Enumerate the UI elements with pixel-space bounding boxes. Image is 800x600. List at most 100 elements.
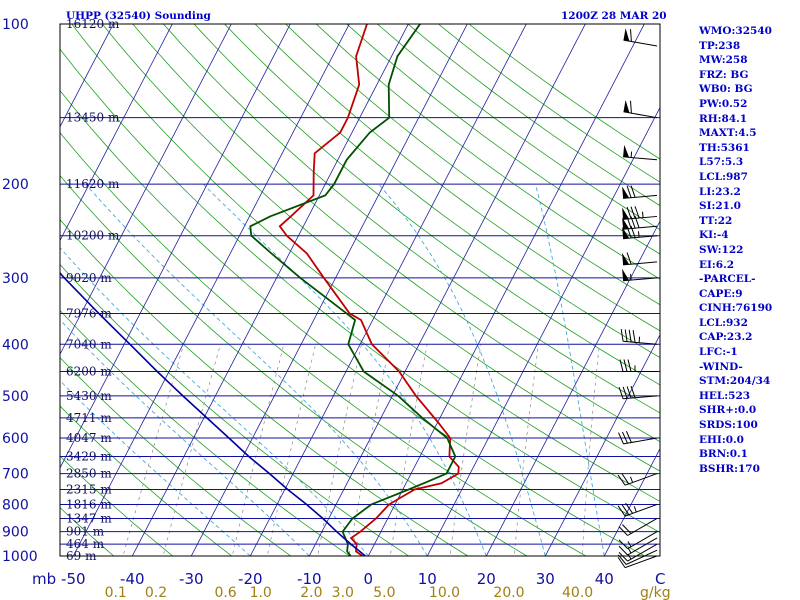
wind-barb — [622, 268, 658, 282]
dry-adiabat — [468, 24, 660, 160]
isotherm — [60, 24, 173, 242]
dry-adiabat — [60, 219, 469, 556]
isotherm — [485, 220, 660, 556]
mixing-ratio-label: 5.0 — [373, 585, 395, 600]
height-label: 3429 m — [66, 450, 112, 464]
dry-adiabat — [60, 455, 174, 556]
dry-adiabat — [437, 24, 660, 183]
x-tick-label: -20 — [238, 570, 263, 588]
isotherm — [60, 24, 291, 469]
y-tick-label: 1000 — [2, 549, 38, 565]
dry-adiabat — [60, 175, 528, 556]
height-label: 16120 m — [66, 17, 120, 31]
sounding-time: 1200Z 28 MAR 20 — [561, 10, 667, 22]
plot-area — [60, 24, 660, 556]
dry-adiabat — [60, 309, 351, 556]
wind-barb — [623, 28, 658, 47]
index-row: KI:-4 — [699, 229, 729, 242]
height-label: 7976 m — [66, 306, 112, 320]
dry-adiabat — [407, 24, 660, 207]
mixing-ratio-label: 2.0 — [300, 585, 322, 600]
mixing-ratio-label: 20.0 — [493, 585, 524, 600]
series-temperature-line — [278, 24, 460, 556]
index-row: LCL:932 — [699, 316, 748, 329]
y-tick-label: 800 — [2, 497, 29, 513]
moist-adiabat — [535, 183, 605, 556]
mixing-ratio-label: 0.6 — [214, 585, 236, 600]
index-row: BRN:0.1 — [699, 448, 748, 461]
moist-adiabat — [202, 183, 487, 556]
dry-adiabat — [254, 24, 660, 332]
x-tick-label: 0 — [364, 570, 374, 588]
dry-adiabat — [60, 132, 587, 556]
index-row: L57:5.3 — [699, 156, 744, 169]
height-label: 9020 m — [66, 271, 112, 285]
dry-adiabat — [101, 24, 660, 472]
height-label: 7040 m — [66, 337, 112, 351]
y-axis-unit: mb — [32, 570, 56, 588]
isotherm — [131, 24, 409, 556]
mixing-ratio-line — [389, 344, 428, 556]
x-tick-label: -40 — [120, 570, 145, 588]
index-row: WB0: BG — [699, 83, 753, 96]
y-tick-label: 500 — [2, 389, 29, 405]
dry-adiabat — [71, 24, 660, 502]
isotherm — [60, 24, 232, 356]
isotherm — [60, 24, 114, 128]
wind-barb — [618, 430, 658, 445]
mixing-ratio-label: 10.0 — [429, 585, 460, 600]
index-row: LI:23.2 — [699, 185, 741, 198]
height-label: 5430 m — [66, 389, 112, 403]
isotherm — [308, 24, 586, 556]
dry-adiabat — [193, 24, 660, 386]
index-row: SHR+:0.0 — [699, 404, 757, 417]
dry-adiabat — [60, 357, 292, 556]
index-row: LFC:-1 — [699, 346, 738, 359]
index-row: MAXT:4.5 — [699, 127, 757, 140]
height-label: 1816 m — [66, 497, 112, 511]
y-tick-label: 300 — [2, 271, 29, 287]
wind-barb — [617, 473, 658, 486]
index-row: CINH:76190 — [699, 302, 773, 315]
height-label: 464 m — [66, 537, 105, 551]
mixing-ratio-line — [581, 344, 600, 556]
moist-adiabat — [60, 247, 369, 556]
y-tick-label: 100 — [2, 17, 29, 33]
dry-adiabat — [346, 24, 660, 255]
wind-barb — [619, 359, 658, 373]
y-tick-label: 400 — [2, 337, 29, 353]
x-tick-label: -10 — [297, 570, 322, 588]
y-tick-label: 600 — [2, 431, 29, 447]
mixing-ratio-line — [162, 344, 221, 556]
wind-barb — [622, 252, 658, 266]
isotherm — [603, 447, 660, 556]
mixing-ratio-label: 0.1 — [105, 585, 127, 600]
mixing-ratio-line — [513, 344, 539, 556]
indices-panel: WMO:32540 TP:238 MW:258 FRZ: BG WB0: BG PW:0.… — [694, 0, 800, 600]
wind-barb — [617, 555, 658, 569]
height-label: 4047 m — [66, 431, 112, 445]
dry-adiabat — [60, 263, 410, 556]
wind-barb — [618, 531, 658, 550]
height-label: 1347 m — [66, 512, 112, 526]
station-title: UHPP (32540) Sounding — [66, 10, 211, 22]
index-row: SRDS:100 — [699, 419, 758, 432]
wind-barb — [620, 329, 658, 345]
height-label: 10200 m — [66, 229, 120, 243]
wind-barb — [623, 100, 658, 119]
x-tick-label: 30 — [536, 570, 555, 588]
index-row: RH:84.1 — [699, 112, 748, 125]
index-row: MW:258 — [699, 54, 748, 67]
height-label: 901 m — [66, 525, 105, 539]
mixing-ratio-unit: g/kg — [640, 585, 671, 600]
isotherm — [72, 24, 350, 556]
index-row: SI:21.0 — [699, 200, 741, 213]
wind-barb — [618, 385, 658, 400]
y-tick-label: 900 — [2, 525, 29, 541]
dry-adiabat — [315, 24, 660, 280]
height-label: 69 m — [66, 549, 97, 563]
dry-adiabat — [223, 24, 660, 359]
index-row: TT:22 — [699, 214, 733, 227]
x-tick-label: -50 — [61, 570, 86, 588]
